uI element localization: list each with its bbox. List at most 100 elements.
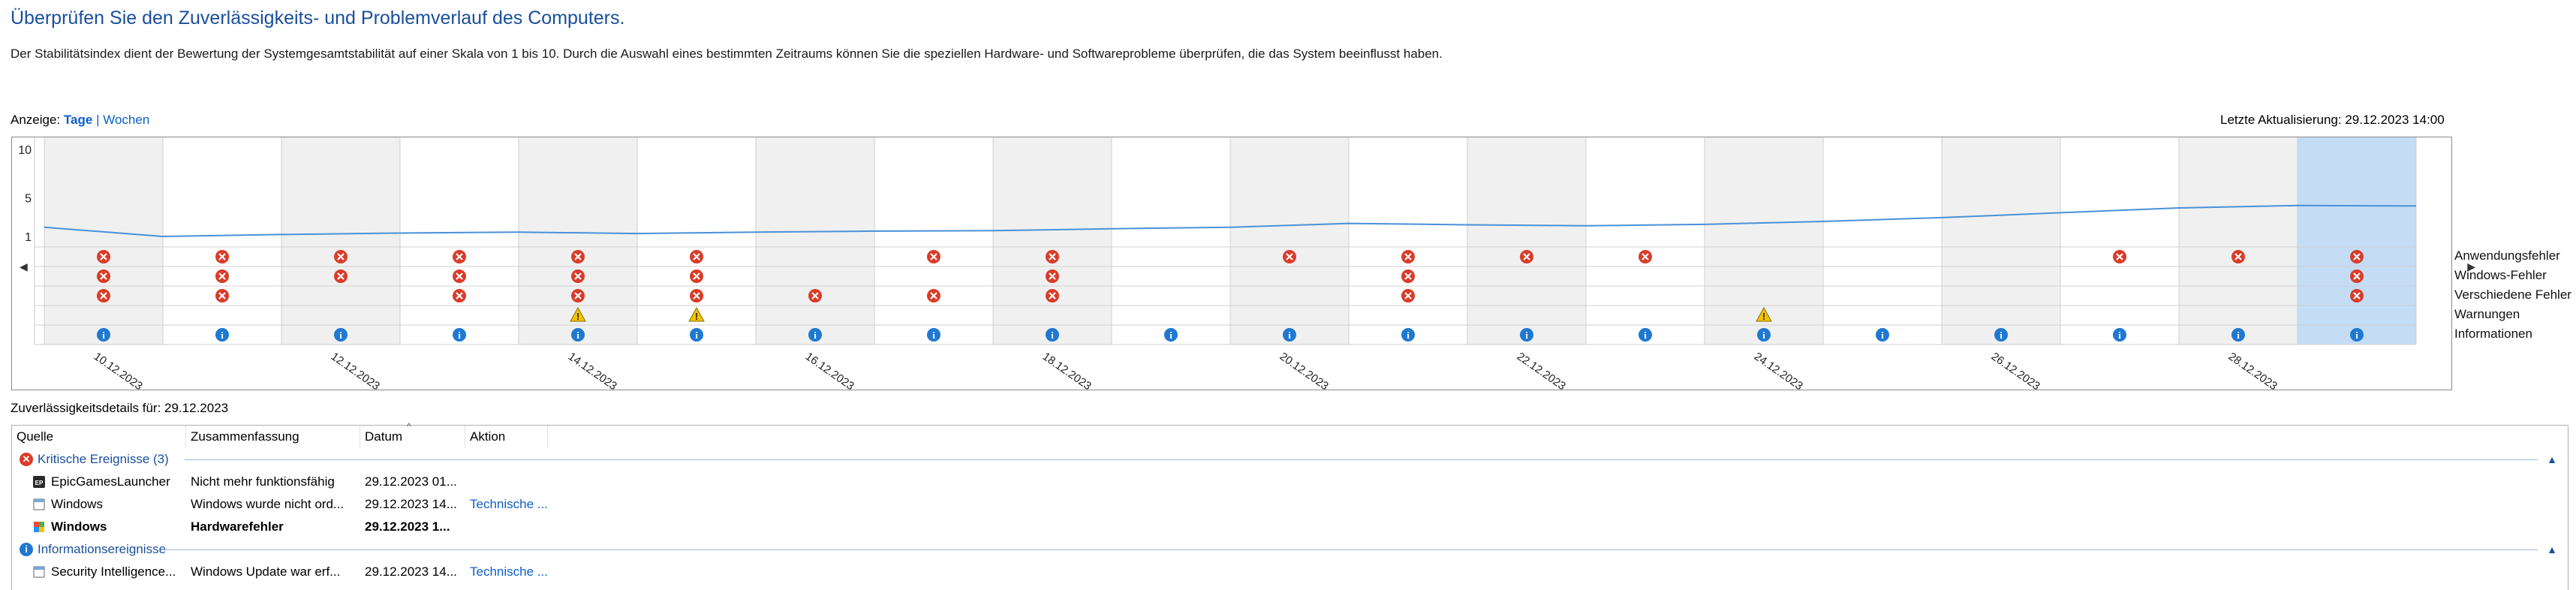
- column-header-date[interactable]: Datum: [360, 426, 465, 448]
- day-column[interactable]: [2060, 137, 2179, 345]
- day-column[interactable]: [2179, 137, 2298, 345]
- day-column[interactable]: [756, 137, 874, 345]
- information-icon[interactable]: [1164, 328, 1178, 342]
- information-icon[interactable]: [571, 328, 585, 342]
- column-header-summary[interactable]: Zusammenfassung: [186, 426, 360, 448]
- day-column[interactable]: [1467, 137, 1586, 345]
- table-row[interactable]: Security Intelligence... Windows Update w…: [12, 561, 2568, 583]
- error-icon-cross: [218, 253, 226, 260]
- details-table-header: Quelle Zusammenfassung Datum ^ Aktion: [12, 421, 2568, 448]
- date-cell: 29.12.2023 1...: [365, 519, 450, 534]
- information-icon-mark: i: [2118, 330, 2121, 341]
- day-column[interactable]: [1230, 137, 1349, 345]
- source-cell: Windows: [51, 497, 103, 511]
- information-icon[interactable]: [690, 328, 703, 342]
- information-icon-mark: i: [1525, 330, 1528, 341]
- group-divider: [185, 459, 2538, 460]
- error-icon-cross: [811, 292, 819, 300]
- collapse-icon[interactable]: ▲: [2547, 453, 2557, 465]
- information-icon[interactable]: [1401, 328, 1415, 342]
- view-label: Anzeige:: [11, 113, 61, 127]
- action-link[interactable]: Technische ...: [470, 497, 548, 511]
- information-icon[interactable]: [453, 328, 466, 342]
- table-row[interactable]: Windows Hardwarefehler 29.12.2023 1...: [12, 516, 2568, 538]
- table-row[interactable]: EP EpicGamesLauncher Nicht mehr funktionsf…: [12, 471, 2568, 493]
- stability-index-line: [44, 204, 2417, 238]
- information-icon[interactable]: [2231, 328, 2245, 342]
- day-column[interactable]: [163, 137, 281, 345]
- error-icon-cross: [574, 292, 582, 300]
- warning-icon[interactable]: [688, 306, 705, 322]
- column-header-source[interactable]: Quelle: [12, 426, 186, 448]
- information-icon-mark: i: [1762, 330, 1765, 341]
- error-icon-cross: [1049, 292, 1056, 300]
- day-column[interactable]: [1823, 137, 1942, 345]
- day-column[interactable]: [400, 137, 519, 345]
- warning-icon[interactable]: [570, 306, 586, 322]
- error-icon-cross: [100, 292, 107, 300]
- chart-scroll-right-button[interactable]: ▶: [2467, 260, 2475, 272]
- column-header-action[interactable]: Aktion: [465, 426, 548, 448]
- error-icon-cross: [218, 292, 226, 300]
- y-tick-label: 10: [18, 144, 32, 157]
- information-icon[interactable]: [1283, 328, 1296, 342]
- information-icon-mark: i: [102, 330, 105, 341]
- action-link[interactable]: Technische ...: [470, 564, 548, 579]
- x-tick-label: 28.12.2023: [2226, 350, 2280, 390]
- information-icon-mark: i: [576, 330, 579, 341]
- error-icon-cross: [456, 272, 463, 280]
- day-column[interactable]: [1112, 137, 1230, 345]
- group-header[interactable]: ✕ Kritische Ereignisse (3) ▲: [12, 448, 2568, 471]
- information-icon[interactable]: [1994, 328, 2008, 342]
- day-column[interactable]: [2298, 137, 2416, 345]
- legend-error-2: Verschiedene Fehler: [2454, 287, 2571, 302]
- information-icon-mark: i: [1881, 330, 1884, 341]
- information-icon[interactable]: [215, 328, 229, 342]
- information-icon[interactable]: [1520, 328, 1533, 342]
- summary-cell: Nicht mehr funktionsfähig: [191, 474, 335, 489]
- information-icon[interactable]: [927, 328, 940, 342]
- information-icon-mark: i: [695, 330, 698, 341]
- windows-shield-icon: [34, 522, 44, 532]
- day-column[interactable]: [1349, 137, 1467, 345]
- table-row[interactable]: Windows Windows wurde nicht ord... 29.12.2…: [12, 493, 2568, 516]
- legend-warning-3: Warnungen: [2454, 307, 2520, 321]
- day-column[interactable]: [281, 137, 400, 345]
- information-icon[interactable]: [2113, 328, 2126, 342]
- details-table: Quelle Zusammenfassung Datum ^ Aktion ✕ K…: [11, 421, 2568, 590]
- view-days-link[interactable]: Tage: [63, 113, 93, 127]
- information-icon[interactable]: [1046, 328, 1059, 342]
- x-tick-label: 12.12.2023: [329, 350, 382, 390]
- sort-ascending-icon: ^: [407, 421, 411, 432]
- information-icon[interactable]: [808, 328, 822, 342]
- collapse-icon[interactable]: ▲: [2547, 543, 2557, 555]
- reliability-chart-svg[interactable]: 10 5 1!! ! i i i i i i i i i i i i i i i i i i i i 10.12.2023 12.…: [12, 137, 2451, 390]
- view-weeks-link[interactable]: Wochen: [103, 113, 150, 127]
- information-icon[interactable]: [2350, 328, 2364, 342]
- error-icon-cross: [100, 272, 107, 280]
- day-column[interactable]: [44, 137, 163, 345]
- day-column[interactable]: [993, 137, 1112, 345]
- error-icon-cross: [337, 272, 345, 280]
- information-icon-mark: i: [221, 330, 224, 341]
- day-column[interactable]: [874, 137, 993, 345]
- error-icon-cross: [693, 292, 700, 300]
- day-column[interactable]: [1586, 137, 1705, 345]
- information-icon[interactable]: [334, 328, 348, 342]
- information-icon[interactable]: [1639, 328, 1652, 342]
- warning-icon[interactable]: [1756, 306, 1772, 322]
- error-icon-cross: [1286, 253, 1293, 260]
- error-icon-cross: [1523, 253, 1530, 260]
- information-icon[interactable]: [97, 328, 110, 342]
- error-icon-cross: [930, 292, 937, 300]
- error-icon-cross: [2234, 253, 2242, 260]
- reliability-chart[interactable]: 10 5 1!!! i i i i i i i i i i i i i i i i i i i i 10.12.2023 12.…: [11, 137, 2475, 390]
- warning-icon-mark: !: [576, 311, 579, 322]
- group-header[interactable]: i Informationsereignisse ▲: [12, 538, 2568, 561]
- information-icon[interactable]: [1876, 328, 1889, 342]
- chart-scroll-left-button[interactable]: ◀: [20, 260, 28, 272]
- day-column[interactable]: [1942, 137, 2060, 345]
- information-icon[interactable]: [1757, 328, 1771, 342]
- error-icon-cross: [1404, 292, 1412, 300]
- error-icon-cross: [2116, 253, 2123, 260]
